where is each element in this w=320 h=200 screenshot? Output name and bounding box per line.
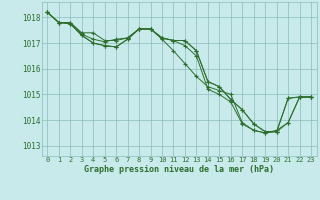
X-axis label: Graphe pression niveau de la mer (hPa): Graphe pression niveau de la mer (hPa) bbox=[84, 165, 274, 174]
